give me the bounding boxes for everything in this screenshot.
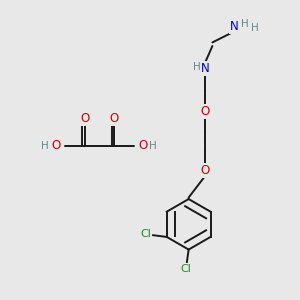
Text: O: O xyxy=(110,112,119,125)
Text: O: O xyxy=(139,139,148,152)
Text: N: N xyxy=(201,62,209,75)
Text: H: H xyxy=(148,140,156,151)
Text: O: O xyxy=(51,139,60,152)
Text: H: H xyxy=(251,23,259,33)
Text: Cl: Cl xyxy=(140,229,151,239)
Text: N: N xyxy=(230,20,239,33)
Text: O: O xyxy=(200,164,210,177)
Text: Cl: Cl xyxy=(180,264,191,274)
Text: H: H xyxy=(40,140,48,151)
Text: H: H xyxy=(241,19,248,29)
Text: O: O xyxy=(80,112,89,125)
Text: O: O xyxy=(200,105,210,118)
Text: H: H xyxy=(193,62,200,72)
